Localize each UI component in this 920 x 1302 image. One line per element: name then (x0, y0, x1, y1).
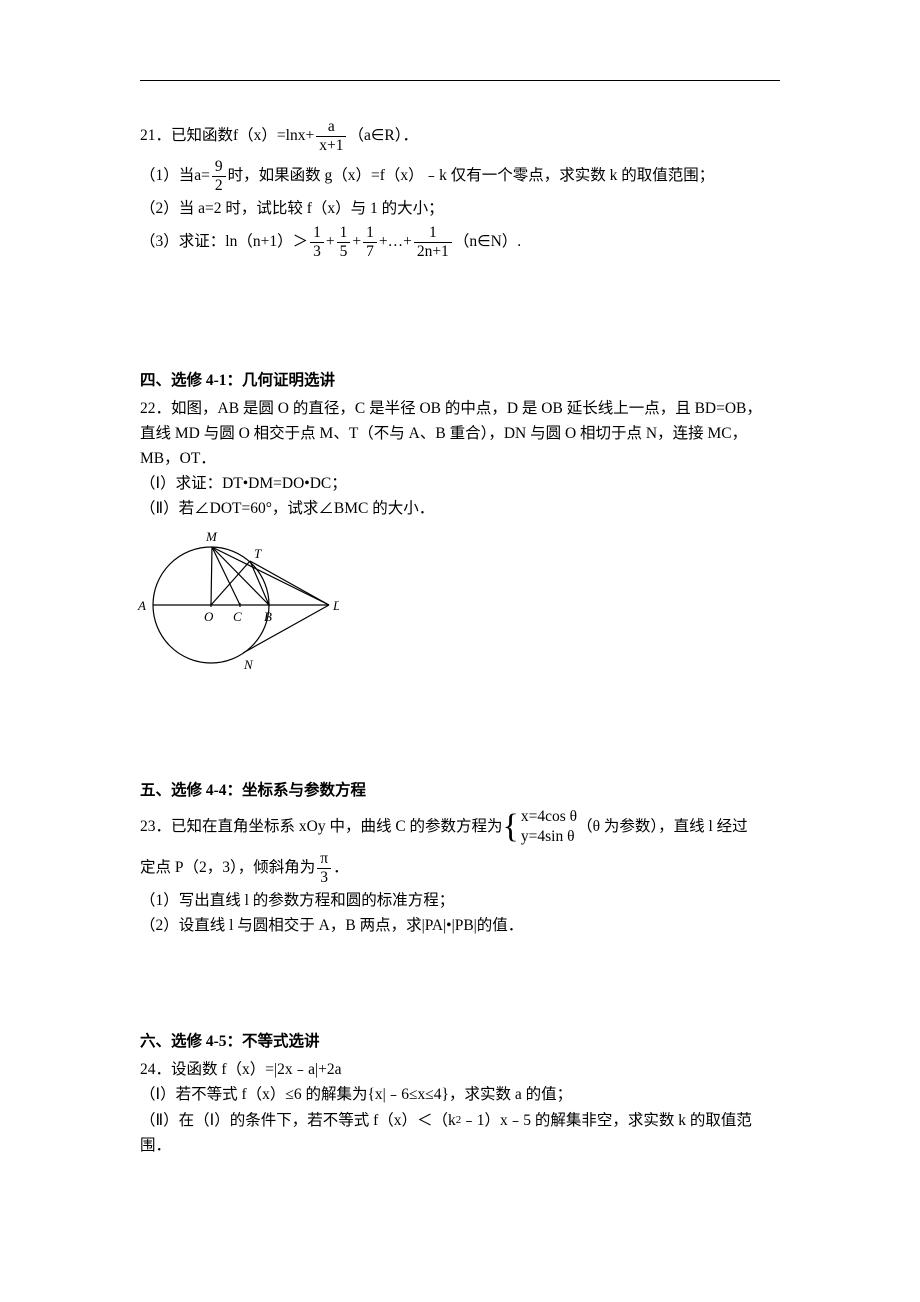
p24-s2b: ﹣1）x﹣5 的解集非空，求实数 k 的取值范 (461, 1109, 752, 1133)
p24-line1: 24．设函数 f（x）=|2x﹣a|+2a (140, 1058, 780, 1082)
svg-text:C: C (233, 609, 242, 624)
p21-head-a: 21．已知函数 (140, 124, 233, 148)
p24-sub1: （Ⅰ）若不等式 f（x）≤6 的解集为{x|﹣6≤x≤4}，求实数 a 的值； (140, 1083, 780, 1107)
section-5-title: 五、选修 4-4：坐标系与参数方程 (140, 779, 780, 803)
parametric-brace: { x=4cos θ y=4sin θ (503, 807, 578, 847)
p24-s2a: （Ⅱ）在（Ⅰ）的条件下，若不等式 f（x）＜（k (140, 1109, 456, 1133)
svg-text:B: B (264, 609, 272, 624)
frac-num: 1 (337, 225, 351, 242)
brace-body: x=4cos θ y=4sin θ (521, 807, 577, 847)
svg-text:T: T (254, 546, 262, 561)
section-4-title: 四、选修 4-1：几何证明选讲 (140, 369, 780, 393)
p22-line3: MB，OT． (140, 447, 780, 471)
p23-sub2: （2）设直线 l 与圆相交于 A，B 两点，求|PA|•|PB|的值． (140, 914, 780, 938)
p21-s3a: （3）求证： (140, 230, 225, 254)
frac-pi-over-3: π 3 (317, 851, 331, 885)
frac-1-7: 1 7 (363, 225, 377, 259)
p23-l2b: ． (333, 856, 349, 880)
frac-1-3: 1 3 (310, 225, 324, 259)
frac-num: 9 (212, 159, 226, 176)
circle-diagram: A O C B D M T N (134, 527, 780, 687)
plus: + (352, 230, 361, 254)
p21-heading: 21．已知函数 f（x）=lnx+ a x+1 （a∈R）． (140, 119, 780, 153)
problem-23: 23．已知在直角坐标系 xOy 中，曲线 C 的参数方程为 { x=4cos θ… (140, 807, 780, 938)
frac-1-2n1: 1 2n+1 (414, 225, 452, 259)
problem-21: 21．已知函数 f（x）=lnx+ a x+1 （a∈R）． （1）当 a= 9… (140, 119, 780, 259)
p21-head-b: f（x）=lnx+ (233, 124, 314, 148)
p22-line1: 22．如图，AB 是圆 O 的直径，C 是半径 OB 的中点，D 是 OB 延长… (140, 397, 780, 421)
frac-num: 1 (310, 225, 324, 242)
spacer (140, 966, 780, 994)
spacer (140, 287, 780, 333)
svg-text:D: D (332, 598, 339, 613)
p23-line1: 23．已知在直角坐标系 xOy 中，曲线 C 的参数方程为 { x=4cos θ… (140, 807, 780, 847)
geometry-svg: A O C B D M T N (134, 527, 339, 679)
p21-sub1: （1）当 a= 9 2 时，如果函数 g（x）=f（x）﹣k 仅有一个零点，求实… (140, 159, 780, 193)
p23-a: 23．已知在直角坐标系 xOy 中，曲线 C 的参数方程为 (140, 815, 503, 839)
p21-frac-a-over-xplus1: a x+1 (316, 119, 346, 153)
p22-sub1: （Ⅰ）求证：DT•DM=DO•DC； (140, 472, 780, 496)
p21-head-c: （a∈R）． (348, 124, 417, 148)
p21-s1b: a= (194, 164, 210, 188)
frac-den: 3 (310, 242, 324, 260)
p22-line2: 直线 MD 与圆 O 相交于点 M、T（不与 A、B 重合），DN 与圆 O 相… (140, 422, 780, 446)
frac-den: 2n+1 (414, 242, 452, 260)
p23-b: （θ 为参数），直线 l 经过 (577, 815, 748, 839)
p21-s1c: 时，如果函数 g（x）=f（x）﹣k 仅有一个零点，求实数 k 的取值范围； (228, 164, 715, 188)
frac-den: 3 (317, 868, 331, 886)
left-brace-icon: { (503, 810, 519, 844)
document-page: 21．已知函数 f（x）=lnx+ a x+1 （a∈R）． （1）当 a= 9… (0, 0, 920, 1302)
p23-sub1: （1）写出直线 l 的参数方程和圆的标准方程； (140, 889, 780, 913)
svg-text:A: A (137, 598, 146, 613)
p21-s3c: （n∈N）. (454, 230, 521, 254)
plus-dots: +…+ (379, 230, 412, 254)
frac-num: a (325, 119, 338, 136)
top-horizontal-rule (140, 80, 780, 81)
p21-s1a: （1）当 (140, 164, 194, 188)
svg-text:O: O (204, 609, 214, 624)
p21-s2: （2）当 a=2 时，试比较 f（x）与 1 的大小； (140, 197, 444, 221)
param-eq-x: x=4cos θ (521, 807, 577, 827)
frac-1-5: 1 5 (337, 225, 351, 259)
problem-22: 22．如图，AB 是圆 O 的直径，C 是半径 OB 的中点，D 是 OB 延长… (140, 397, 780, 687)
problem-24: 24．设函数 f（x）=|2x﹣a|+2a （Ⅰ）若不等式 f（x）≤6 的解集… (140, 1058, 780, 1157)
param-eq-y: y=4sin θ (521, 827, 577, 847)
plus: + (326, 230, 335, 254)
p21-sub2: （2）当 a=2 时，试比较 f（x）与 1 的大小； (140, 197, 780, 221)
frac-den: 5 (337, 242, 351, 260)
p21-s3b: ln（n+1）＞ (225, 230, 308, 254)
p22-sub2: （Ⅱ）若∠DOT=60°，试求∠BMC 的大小． (140, 497, 780, 521)
p21-sub3: （3）求证： ln（n+1）＞ 1 3 + 1 5 + 1 7 +…+ 1 2n… (140, 225, 780, 259)
svg-text:M: M (205, 529, 218, 544)
spacer (140, 715, 780, 743)
frac-den: x+1 (316, 136, 346, 154)
frac-num: 1 (363, 225, 377, 242)
frac-den: 7 (363, 242, 377, 260)
section-6-title: 六、选修 4-5：不等式选讲 (140, 1030, 780, 1054)
p24-sub2: （Ⅱ）在（Ⅰ）的条件下，若不等式 f（x）＜（k2﹣1）x﹣5 的解集非空，求实… (140, 1109, 780, 1133)
frac-num: 1 (426, 225, 440, 242)
p23-l2a: 定点 P（2，3），倾斜角为 (140, 856, 315, 880)
svg-text:N: N (243, 657, 254, 672)
p21-frac-9-over-2: 9 2 (212, 159, 226, 193)
p23-line2: 定点 P（2，3），倾斜角为 π 3 ． (140, 851, 780, 885)
p24-sub2c: 围． (140, 1134, 780, 1158)
frac-den: 2 (212, 176, 226, 194)
frac-num: π (317, 851, 331, 868)
